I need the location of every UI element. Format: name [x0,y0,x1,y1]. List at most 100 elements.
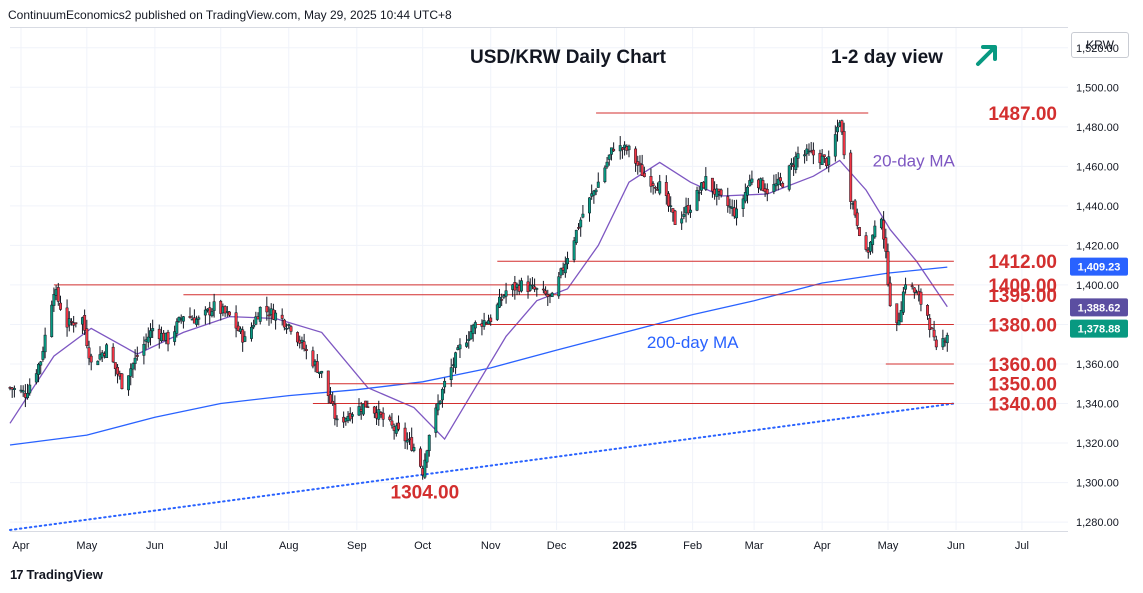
candle-down [533,286,537,290]
x-tick-label: Jul [1015,540,1029,552]
candle-down [489,317,493,323]
candle-up [901,291,905,313]
candle-up [579,219,583,228]
candle-down [822,154,826,157]
candle-up [899,309,903,323]
y-tick-label: 1,360.00 [1076,359,1119,371]
grid [10,28,1068,530]
candle-up [12,388,16,390]
candle-down [135,355,139,357]
candle-up [438,400,442,404]
candle-down [930,327,934,330]
candle-up [735,208,739,219]
candle-down [919,291,923,305]
candle-up [563,263,567,274]
candle-up [252,324,256,328]
candle-up [746,186,749,196]
candle-up [350,414,354,417]
candle-up [776,178,780,186]
y-tick-label: 1,320.00 [1076,438,1119,450]
candle-down [667,193,670,207]
candle-up [52,293,56,306]
candle-up [423,459,427,478]
y-tick-label: 1,420.00 [1076,240,1119,252]
support-trendline [9,402,955,531]
up-right-arrow-icon [976,45,997,66]
ma200-layer [9,266,948,446]
candle-up [285,328,289,330]
candle-up [427,434,431,451]
candle-up [572,240,576,261]
candle-down [853,200,857,216]
candle-down [928,318,932,330]
candle-up [21,390,25,393]
candle-down [302,341,306,350]
candle-down [366,406,370,408]
tradingview-logo[interactable]: 17 TradingView [10,567,103,582]
x-tick-label: Apr [12,540,29,552]
candle-up [557,276,561,297]
x-tick-label: 2025 [612,540,636,552]
candle-up [945,334,949,344]
candle-down [289,326,293,332]
candle-up [26,393,30,399]
candle-up [394,425,398,434]
candle-down [779,177,782,182]
y-tick-label: 1,460.00 [1076,161,1119,173]
candle-up [603,167,607,183]
x-tick-label: Mar [745,540,764,552]
candle-up [566,258,569,265]
candle-down [888,282,892,307]
candle-down [166,331,170,345]
candle-up [320,370,324,374]
candle-up [131,363,135,370]
candle-up [728,206,732,208]
candle-up [592,190,596,196]
candle-up [129,368,133,377]
candle-up [212,301,216,311]
candle-up [127,375,130,391]
ma200-line [9,266,948,446]
candle-up [43,334,47,353]
x-tick-label: Feb [683,540,702,552]
candle-up [142,343,146,356]
candle-up [335,418,339,421]
currency-button[interactable]: KRW [1071,32,1129,58]
candle-up [605,161,609,168]
x-tick-label: Jun [146,540,164,552]
candle-up [596,181,600,188]
y-tick-label: 1,400.00 [1076,280,1119,292]
annotation-label: 20-day MA [873,151,956,170]
candle-up [897,320,901,326]
candle-down [664,182,668,196]
candle-down [886,251,890,285]
annotation-label: 1304.00 [391,483,460,504]
candle-down [781,182,785,188]
candle-up [789,162,793,166]
chart-title: USD/KRW Daily Chart [470,47,667,68]
candle-up [181,316,185,322]
candle-up [175,321,179,334]
candle-up [748,180,752,187]
candle-down [710,177,714,192]
y-tick-label: 1,520.00 [1076,43,1119,55]
candle-up [449,367,453,380]
candle-up [210,311,214,317]
candle-up [550,292,554,298]
candle-up [528,284,532,291]
candle-up [37,364,40,375]
level-label: 1412.00 [988,252,1057,273]
candle-up [794,156,798,170]
y-tick-label: 1,500.00 [1076,82,1119,94]
candle-down [934,339,938,348]
candle-up [287,324,291,326]
candle-up [530,284,534,287]
candle-up [454,352,458,368]
candle-down [296,332,299,343]
candle-down [840,120,844,133]
y-tick-label: 1,280.00 [1076,517,1119,529]
candle-down [331,400,335,404]
tradingview-logo-icon: 17 [10,567,24,582]
